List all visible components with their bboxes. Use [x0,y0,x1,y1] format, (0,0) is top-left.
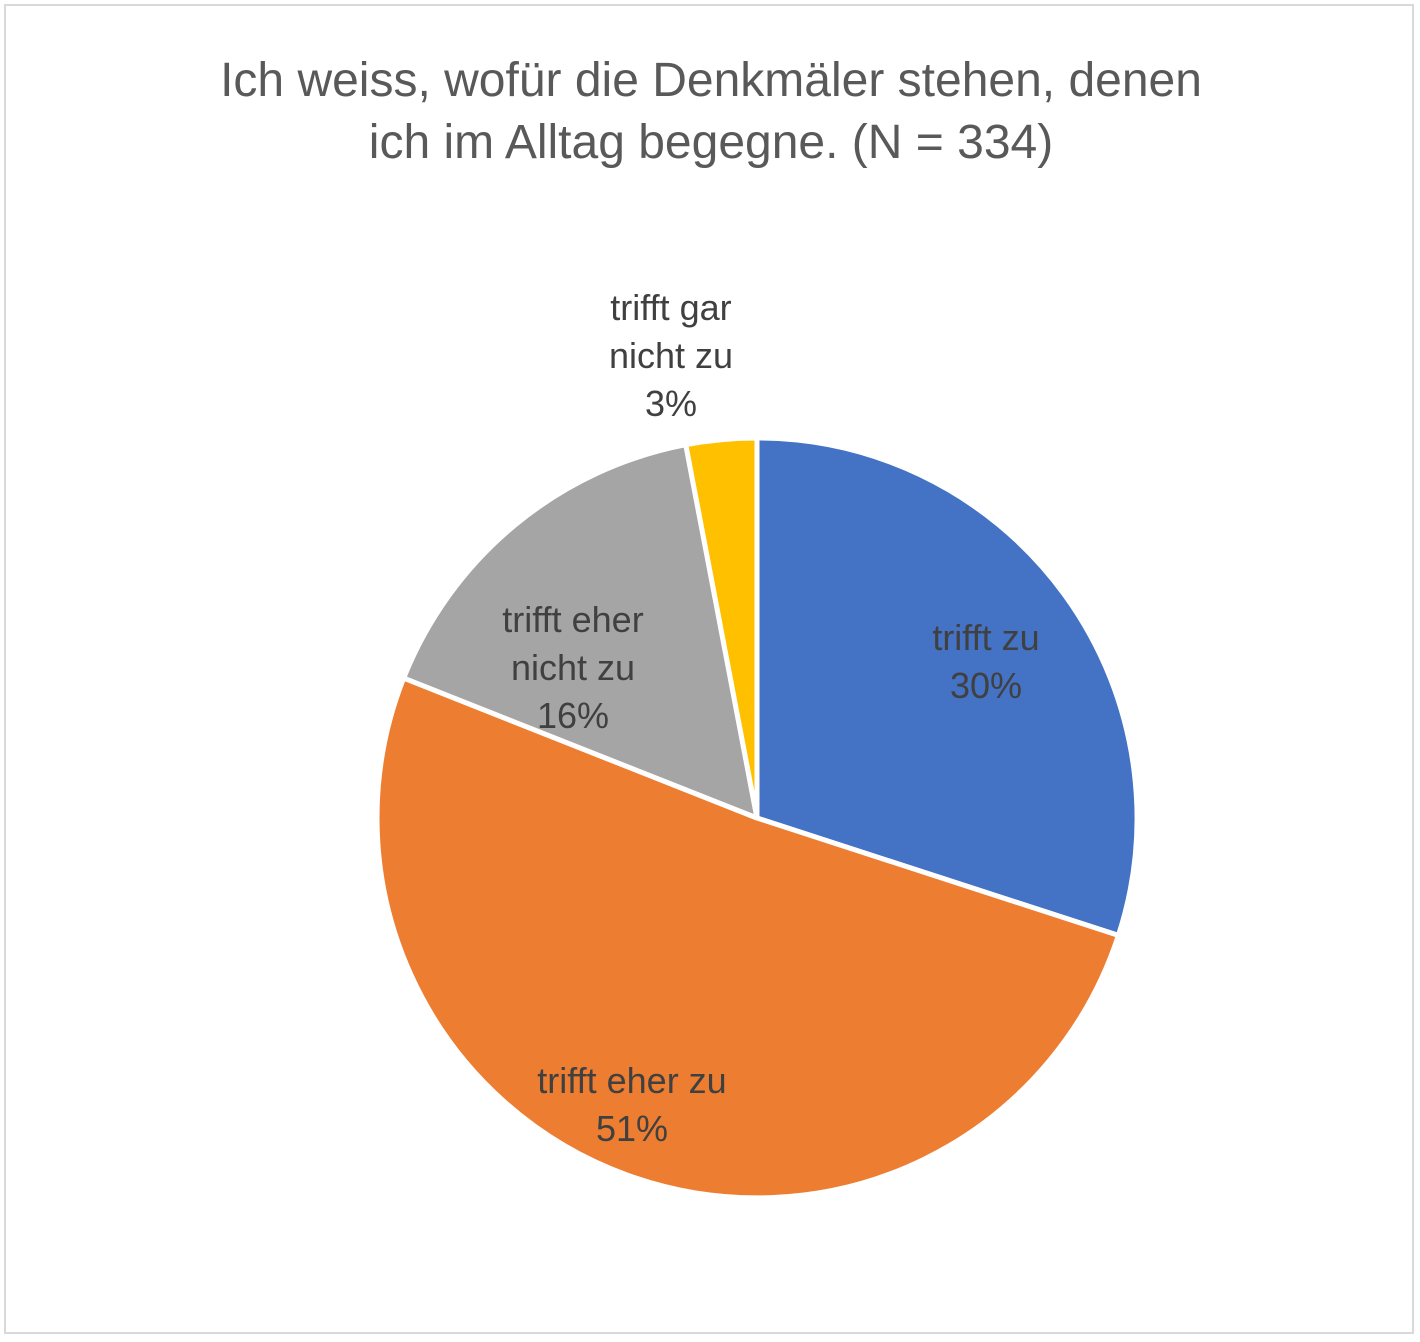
pie-slices [374,435,1140,1201]
pie-slice-trifft-eher-zu [374,675,1121,1201]
pie-slice-trifft-eher-nicht-zu [401,442,760,821]
pie-data-labels: trifft zu 30%trifft eher zu 51%trifft eher… [502,287,1039,1149]
pie-slice-trifft-zu [754,435,1140,938]
data-label-trifft-zu: trifft zu 30% [932,617,1039,706]
data-label-line: trifft gar [610,287,731,328]
data-label-line: nicht zu [511,647,635,688]
data-label-line: trifft eher zu [537,1060,726,1101]
data-label-line: 51% [596,1108,668,1149]
data-label-trifft-eher-nicht-zu: trifft eher nicht zu 16% [502,599,643,736]
chart-title: Ich weiss, wofür die Denkmäler stehen, d… [6,50,1416,174]
data-label-line: trifft zu [932,617,1039,658]
data-label-line: 30% [950,665,1022,706]
data-label-line: nicht zu [609,335,733,376]
data-label-line: trifft eher [502,599,643,640]
data-label-line: 3% [645,383,697,424]
chart-title-line-2: ich im Alltag begegne. (N = 334) [368,116,1054,169]
chart-title-line-1: Ich weiss, wofür die Denkmäler stehen, d… [220,54,1202,107]
data-label-trifft-eher-zu: trifft eher zu 51% [537,1060,726,1149]
data-label-trifft-gar-nicht-zu: trifft gar nicht zu 3% [609,287,733,424]
data-label-line: 16% [537,695,609,736]
pie-slice-trifft-gar-nicht-zu [683,435,760,821]
